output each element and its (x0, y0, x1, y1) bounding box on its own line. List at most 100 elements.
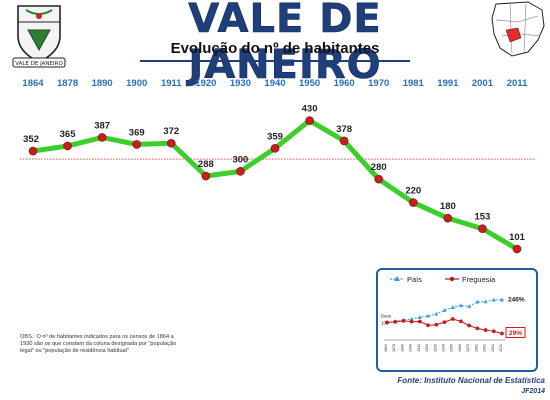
inset-x-tick-label: 1920 (425, 344, 429, 352)
data-label: 430 (302, 104, 318, 115)
data-label: 378 (336, 124, 352, 135)
inset-x-tick-label: 2001 (491, 344, 495, 352)
freguesia-data-point (500, 331, 504, 336)
pais-data-point (475, 299, 480, 304)
pais-data-point (450, 305, 455, 309)
x-tick-label: 1930 (230, 78, 251, 89)
data-label: 280 (371, 162, 387, 173)
data-label: 372 (163, 126, 179, 137)
pais-data-point (434, 311, 439, 316)
freguesia-data-point (393, 319, 398, 324)
freguesia-data-point (417, 319, 422, 324)
freguesia-data-point (467, 323, 472, 328)
inset-x-tick-label: 1930 (433, 344, 437, 352)
subtitle-underline (140, 60, 410, 62)
x-tick-label: 1960 (334, 78, 355, 89)
data-source: Fonte: Instituto Nacional de Estatística (397, 376, 545, 385)
data-label: 369 (129, 127, 145, 138)
x-tick-label: 2011 (507, 78, 528, 89)
data-point (236, 167, 245, 176)
freguesia-data-point (491, 329, 496, 334)
base-value: 100 (381, 320, 389, 325)
locator-map-icon (491, 1, 545, 57)
data-point (132, 140, 142, 149)
inset-x-tick-label: 1960 (458, 344, 462, 352)
data-point (408, 198, 418, 207)
x-tick-label: 1911 (161, 78, 182, 89)
pais-data-point (458, 303, 463, 308)
x-tick-label: 1920 (195, 78, 216, 89)
inset-x-tick-label: 1940 (442, 344, 446, 352)
inset-x-tick-label: 1911 (417, 344, 421, 352)
data-label: 288 (198, 159, 214, 170)
pais-data-point (483, 299, 488, 304)
observation-note: OBS.: O nº de habitantes indicados para … (20, 334, 177, 354)
data-point (305, 116, 314, 125)
x-tick-label: 1981 (403, 78, 425, 89)
x-tick-label: 1950 (299, 78, 320, 89)
x-tick-label: 1970 (368, 78, 389, 89)
pais-data-point (426, 313, 431, 318)
inset-x-tick-label: 1900 (409, 344, 413, 352)
data-point (339, 136, 349, 146)
freguesia-data-point (409, 319, 414, 324)
data-point (270, 144, 280, 153)
data-point (443, 213, 453, 223)
data-label: 387 (94, 120, 110, 131)
data-point (512, 244, 522, 254)
data-point (28, 146, 38, 156)
freguesia-data-point (426, 323, 430, 328)
coat-of-arms-icon: VALE DE JANEIRO (12, 5, 66, 68)
data-label: 220 (405, 186, 421, 197)
legend-marker (394, 276, 400, 281)
data-point (97, 133, 107, 142)
freguesia-data-point (442, 320, 447, 325)
freguesia-end-label: 29% (509, 330, 522, 337)
x-tick-label: 1864 (22, 78, 44, 89)
pais-data-point (417, 315, 422, 319)
legend-label: Freguesia (462, 275, 496, 284)
x-tick-label: 1991 (437, 78, 459, 89)
legend-label: País (407, 275, 422, 284)
data-label: 180 (440, 201, 456, 212)
freguesia-data-point (450, 317, 455, 321)
page-title: VALE DE JANEIRO (188, 0, 382, 88)
base-label: Base (381, 313, 392, 318)
x-tick-label: 1940 (264, 78, 285, 89)
pais-data-point (409, 316, 414, 321)
data-point (374, 174, 384, 184)
data-point (63, 141, 72, 151)
data-label: 352 (23, 134, 39, 145)
x-tick-label: 1878 (57, 78, 78, 89)
inset-x-tick-label: 1950 (450, 344, 454, 352)
shield-ribbon-text: VALE DE JANEIRO (15, 61, 63, 67)
inset-x-tick-label: 1878 (392, 344, 396, 352)
inset-x-tick-label: 1864 (384, 344, 388, 352)
freguesia-data-point (459, 319, 463, 324)
pais-data-point (442, 308, 447, 312)
x-tick-label: 1900 (126, 78, 147, 89)
pais-data-point (491, 297, 496, 302)
data-label: 101 (509, 232, 526, 243)
freguesia-data-point (385, 320, 389, 325)
inset-x-tick-label: 1981 (474, 344, 478, 352)
pais-data-point (467, 304, 472, 308)
data-point (166, 138, 176, 148)
x-tick-label: 1890 (92, 78, 113, 89)
data-point (478, 224, 487, 234)
pais-data-point (500, 297, 504, 302)
data-label: 365 (60, 129, 77, 140)
chart-subtitle: Evolução do nº de habitantes (170, 40, 380, 57)
freguesia-data-point (475, 326, 480, 331)
pais-series-line (386, 299, 503, 323)
freguesia-end-label-box (505, 326, 526, 338)
pais-end-label: 246% (508, 297, 525, 304)
freguesia-data-point (401, 318, 406, 323)
freguesia-data-point (483, 328, 488, 332)
data-label: 300 (232, 154, 248, 165)
inset-x-tick-label: 1991 (483, 344, 487, 352)
legend-marker (449, 276, 455, 282)
inset-x-tick-label: 2011 (499, 344, 503, 352)
